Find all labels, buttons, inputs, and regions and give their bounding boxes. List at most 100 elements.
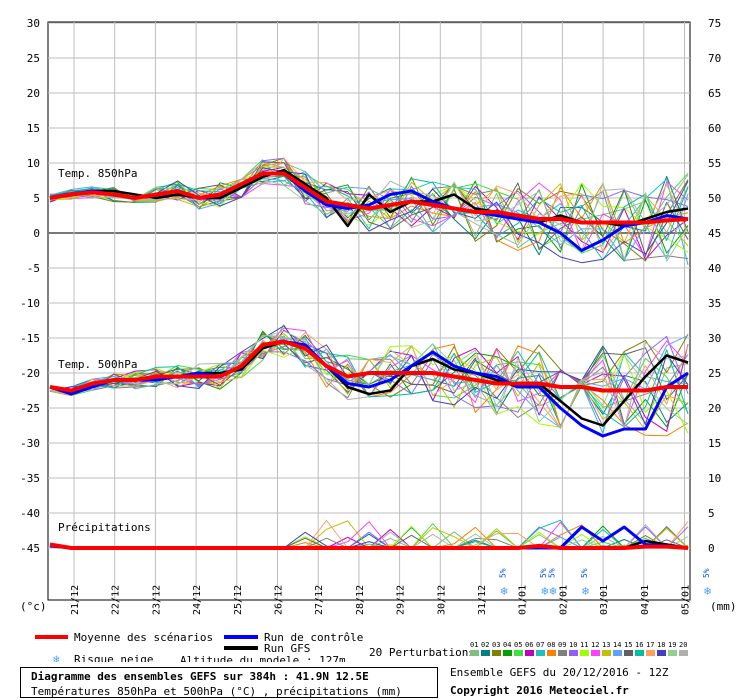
perturbation-number: 08 [547, 641, 555, 649]
perturbation-swatch [635, 650, 644, 656]
perturbation-swatches: 01 02 03 04 05 06 07 08 09 10 11 12 13 14 15 16 17 18 19 20 [470, 641, 688, 656]
right-tick-label: 75 [708, 17, 721, 30]
left-tick-label: 25 [27, 52, 40, 65]
legend-altitude: Altitude du modele : 127m [180, 654, 346, 662]
perturbation-number: 06 [525, 641, 533, 649]
date-tick-label: 05/01 [681, 585, 692, 615]
right-tick-label: 20 [708, 402, 721, 415]
date-tick-label: 02/01 [558, 585, 569, 615]
legend-perturbations: 20 Perturbations [369, 646, 475, 659]
right-tick-label: 60 [708, 122, 721, 135]
left-tick-label: 15 [27, 122, 40, 135]
perturbation-number: 18 [657, 641, 665, 649]
right-tick-label: 0 [708, 542, 715, 555]
legend-control: Run de contrôle [264, 631, 363, 644]
left-tick-label: -35 [20, 472, 40, 485]
perturbation-number: 14 [613, 641, 621, 649]
perturbation-swatch [514, 650, 523, 656]
perturbation-number: 02 [481, 641, 489, 649]
perturbation-number: 10 [569, 641, 577, 649]
date-tick-label: 04/01 [640, 585, 651, 615]
right-tick-label: 30 [708, 332, 721, 345]
left-tick-label: 30 [27, 17, 40, 30]
right-tick-label: 25 [708, 367, 721, 380]
perturbation-number: 04 [503, 641, 511, 649]
footer-subtitle: Températures 850hPa et 500hPa (°C) , pré… [31, 685, 402, 698]
perturbation-number: 19 [668, 641, 676, 649]
perturbation-swatch [657, 650, 666, 656]
snowflake-icon: ❄ [53, 653, 60, 662]
copyright: Copyright 2016 Meteociel.fr [450, 684, 629, 697]
snow-risk-markers: 5%❄5%❄5%❄5%❄5%❄ [498, 568, 711, 598]
perturbation-swatch [646, 650, 655, 656]
date-tick-label: 29/12 [396, 585, 407, 615]
ensemble-chart: Temp. 850hPa Temp. 500hPa Précipitations… [20, 17, 737, 667]
right-tick-label: 70 [708, 52, 721, 65]
left-tick-label: 5 [33, 192, 40, 205]
label-t500: Temp. 500hPa [58, 358, 137, 371]
left-tick-label: -40 [20, 507, 40, 520]
right-tick-label: 5 [708, 507, 715, 520]
main-lines [49, 168, 689, 550]
left-tick-label: 10 [27, 157, 40, 170]
right-tick-label: 40 [708, 262, 721, 275]
left-tick-label: -10 [20, 297, 40, 310]
perturbation-swatch [624, 650, 633, 656]
date-tick-label: 27/12 [314, 585, 325, 615]
panel-labels: Temp. 850hPa Temp. 500hPa Précipitations [58, 167, 151, 534]
legend-snow: Risque neige [74, 653, 153, 662]
perturbation-swatch [558, 650, 567, 656]
right-tick-label: 15 [708, 437, 721, 450]
snowflake-icon: ❄ [582, 584, 589, 598]
perturbation-number: 03 [492, 641, 500, 649]
perturbation-swatch [536, 650, 545, 656]
perturbation-number: 20 [679, 641, 687, 649]
perturbation-swatch [569, 650, 578, 656]
legend-gfs: Run GFS [264, 642, 310, 655]
date-tick-label: 01/01 [518, 585, 529, 615]
date-tick-label: 03/01 [599, 585, 610, 615]
mean-line-850 [49, 171, 689, 225]
perturbation-number: 11 [580, 641, 588, 649]
right-tick-label: 10 [708, 472, 721, 485]
date-tick-label: 26/12 [274, 585, 285, 615]
date-tick-label: 24/12 [192, 585, 203, 615]
date-tick-label: 31/12 [477, 585, 488, 615]
right-tick-label: 55 [708, 157, 721, 170]
date-tick-label: 22/12 [111, 585, 122, 615]
control-line-500 [49, 340, 689, 438]
date-tick-label: 21/12 [70, 585, 81, 615]
perturbation-swatch [580, 650, 589, 656]
perturbation-swatch [481, 650, 490, 656]
right-tick-label: 45 [708, 227, 721, 240]
snow-risk-percent: 5% [498, 568, 507, 578]
mean-line-500 [49, 339, 688, 393]
snowflake-icon: ❄ [500, 584, 507, 598]
right-tick-label: 35 [708, 297, 721, 310]
date-tick-label: 28/12 [355, 585, 366, 615]
perturbation-swatch [547, 650, 556, 656]
perturbation-swatch [679, 650, 688, 656]
snow-risk-percent: 5% [539, 568, 548, 578]
perturbation-number: 15 [624, 641, 632, 649]
left-tick-label: -20 [20, 367, 40, 380]
date-tick-label: 23/12 [151, 585, 162, 615]
perturbation-number: 13 [602, 641, 610, 649]
snowflake-icon: ❄ [549, 584, 556, 598]
snow-risk-percent: 5% [580, 568, 589, 578]
ensemble-run: Ensemble GEFS du 20/12/2016 - 12Z [450, 666, 669, 679]
footer-title-box: Diagramme des ensembles GEFS sur 384h : … [20, 667, 438, 698]
perturbation-number: 05 [514, 641, 522, 649]
perturbation-swatch [525, 650, 534, 656]
left-tick-label: -15 [20, 332, 40, 345]
right-tick-label: 65 [708, 87, 721, 100]
right-unit: (mm) [710, 600, 737, 613]
perturbation-number: 17 [646, 641, 654, 649]
label-precip: Précipitations [58, 521, 151, 534]
grid [48, 22, 690, 600]
perturbation-number: 01 [470, 641, 478, 649]
perturbation-swatch [503, 650, 512, 656]
perturbation-number: 12 [591, 641, 599, 649]
